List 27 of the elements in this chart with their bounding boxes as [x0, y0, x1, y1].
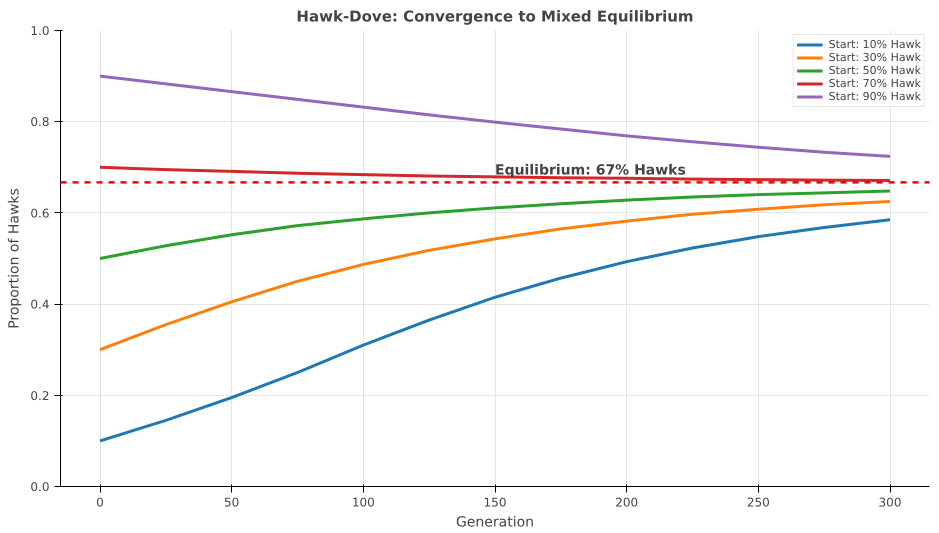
y-tick-label: 0.8	[30, 115, 50, 130]
annotation: Equilibrium: 67% Hawks	[495, 162, 686, 178]
y-tick-label: 0.6	[30, 206, 50, 220]
x-tick-label: 50	[224, 496, 240, 510]
y-tick-label: 0.4	[30, 298, 50, 312]
y-tick-label: 0.2	[30, 388, 50, 403]
x-tick-label: 300	[878, 496, 902, 510]
x-tick-label: 250	[746, 496, 770, 510]
line-series	[98, 218, 892, 442]
legend-label: Start: 30% Hawk	[828, 51, 921, 64]
x-tick-label: 150	[484, 496, 506, 510]
x-axis-title: Generation	[456, 514, 534, 530]
legend-label: Start: 50% Hawk	[828, 64, 921, 77]
line-series	[98, 190, 892, 260]
x-tick-label: 200	[615, 496, 638, 510]
line-series	[98, 200, 892, 352]
y-tick-label: 0.0	[30, 480, 50, 494]
y-axis-title: Proportion of Hawks	[6, 188, 22, 329]
line-series	[98, 166, 892, 182]
x-tick-label: 100	[352, 496, 375, 510]
legend-label: Start: 90% Hawk	[828, 90, 921, 103]
line-series	[98, 74, 892, 158]
legend-label: Start: 10% Hawk	[828, 38, 921, 51]
x-tick-label: 0	[96, 496, 104, 510]
chart-title: Hawk-Dove: Convergence to Mixed Equilibrium	[296, 8, 694, 26]
y-tick-label: 1.0	[30, 24, 50, 38]
legend-label: Start: 70% Hawk	[828, 77, 921, 90]
